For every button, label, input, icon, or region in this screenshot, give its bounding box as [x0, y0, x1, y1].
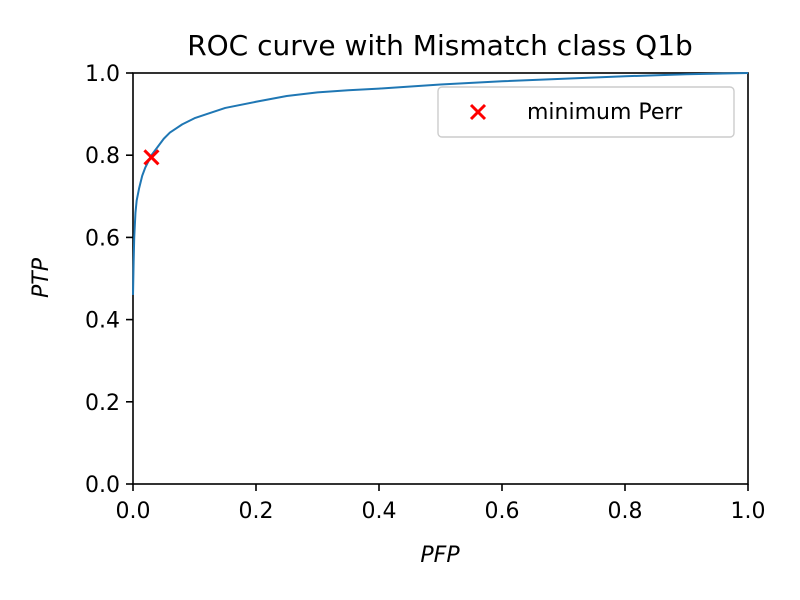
y-tick-label: 0.2 — [85, 391, 120, 416]
y-tick-label: 0.8 — [85, 144, 120, 169]
legend-marker-stroke — [469, 103, 487, 121]
x-axis-label: PFP — [420, 543, 460, 568]
y-tick-label: 0.0 — [85, 473, 120, 498]
roc-curve-line — [132, 72, 749, 295]
series-layer — [132, 72, 749, 295]
x-axis: 0.0 0.2 0.4 0.6 0.8 1.0 — [116, 484, 766, 524]
legend-box — [437, 86, 735, 138]
x-tick-label: 0.8 — [608, 499, 643, 524]
x-tick-label: 1.0 — [731, 499, 766, 524]
y-axis-label: PTP — [29, 257, 54, 298]
y-tick-label: 1.0 — [85, 62, 120, 87]
x-tick-label: 0.2 — [239, 499, 274, 524]
y-tick-label: 0.4 — [85, 309, 120, 334]
minimum-perr-marker — [143, 149, 160, 166]
legend: minimum Perr — [437, 86, 735, 138]
chart-title: ROC curve with Mismatch class Q1b — [187, 29, 693, 62]
y-axis: 0.0 0.2 0.4 0.6 0.8 1.0 — [85, 62, 133, 498]
y-tick-label: 0.6 — [85, 226, 120, 251]
x-tick-label: 0.6 — [485, 499, 520, 524]
x-tick-label: 0.4 — [362, 499, 397, 524]
x-tick-label: 0.0 — [116, 499, 151, 524]
legend-marker-x — [469, 103, 487, 121]
legend-label: minimum Perr — [527, 100, 683, 125]
marker-stroke — [143, 149, 160, 166]
